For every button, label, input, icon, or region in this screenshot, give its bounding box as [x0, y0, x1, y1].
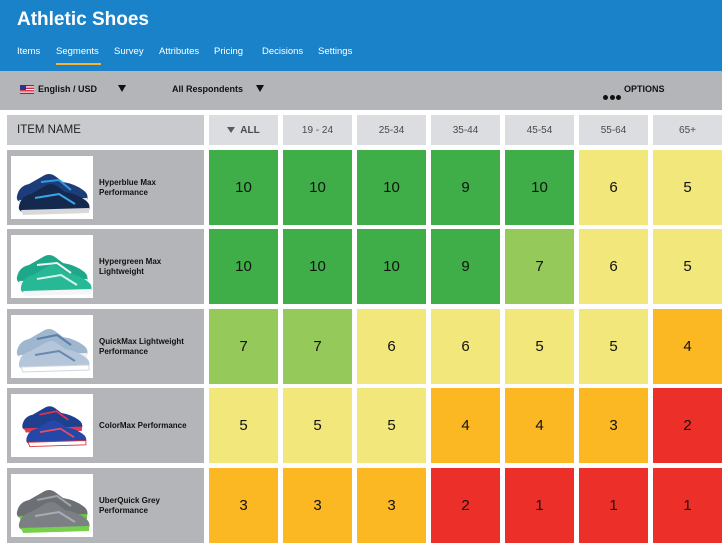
score-cell: 5 — [505, 309, 574, 384]
sort-down-icon — [227, 127, 236, 133]
item-name-label: UberQuick Grey Performance — [99, 495, 160, 515]
score-cell: 6 — [579, 150, 648, 225]
column-header-all[interactable]: ALL — [209, 115, 278, 145]
column-header-label: 35-44 — [452, 124, 479, 136]
column-header-label: 25-34 — [378, 124, 405, 136]
item-name-label: ColorMax Performance — [99, 420, 187, 430]
respondents-chevron-down-icon[interactable] — [256, 85, 264, 92]
score-cell: 9 — [431, 229, 500, 304]
score-cell: 4 — [431, 388, 500, 463]
score-cell: 1 — [653, 468, 722, 543]
score-cell: 3 — [579, 388, 648, 463]
nav-tab-items[interactable]: Items — [17, 46, 41, 57]
score-cell: 7 — [505, 229, 574, 304]
nav-tab-segments[interactable]: Segments — [56, 46, 101, 65]
score-cell: 10 — [357, 150, 426, 225]
score-cell: 5 — [357, 388, 426, 463]
app-title: Athletic Shoes — [17, 9, 149, 30]
score-cell: 6 — [579, 229, 648, 304]
shoe-thumbnail — [11, 156, 93, 219]
app-header: Athletic Shoes Items Segments Survey Att… — [0, 0, 722, 71]
score-cell: 3 — [283, 468, 352, 543]
score-cell: 10 — [283, 229, 352, 304]
score-cell: 7 — [209, 309, 278, 384]
column-header-65-plus[interactable]: 65+ — [653, 115, 722, 145]
score-cell: 6 — [357, 309, 426, 384]
language-chevron-down-icon[interactable] — [118, 85, 126, 92]
score-cell: 6 — [431, 309, 500, 384]
table-row[interactable]: QuickMax Lightweight Performance — [7, 309, 204, 384]
score-cell: 3 — [209, 468, 278, 543]
score-cell: 1 — [579, 468, 648, 543]
column-header-45-54[interactable]: 45-54 — [505, 115, 574, 145]
options-dots-icon[interactable] — [603, 87, 623, 105]
options-button[interactable]: OPTIONS — [624, 84, 665, 94]
shoe-thumbnail — [11, 394, 93, 457]
score-cell: 10 — [209, 150, 278, 225]
nav-tab-settings[interactable]: Settings — [318, 46, 353, 57]
column-header-label: 65+ — [679, 124, 696, 136]
table-row[interactable]: Hypergreen Max Lightweight — [7, 229, 204, 304]
table-row[interactable]: Hyperblue Max Performance — [7, 150, 204, 225]
shoe-thumbnail — [11, 474, 93, 537]
column-header-19-24[interactable]: 19 - 24 — [283, 115, 352, 145]
score-cell: 4 — [653, 309, 722, 384]
score-cell: 3 — [357, 468, 426, 543]
score-cell: 5 — [209, 388, 278, 463]
nav-tab-survey[interactable]: Survey — [114, 46, 144, 57]
item-name-header: ITEM NAME — [7, 115, 204, 145]
table-row[interactable]: ColorMax Performance — [7, 388, 204, 463]
score-cell: 9 — [431, 150, 500, 225]
score-cell: 10 — [357, 229, 426, 304]
score-cell: 2 — [653, 388, 722, 463]
score-cell: 4 — [505, 388, 574, 463]
score-cell: 2 — [431, 468, 500, 543]
column-header-55-64[interactable]: 55-64 — [579, 115, 648, 145]
column-header-25-34[interactable]: 25-34 — [357, 115, 426, 145]
score-cell: 5 — [283, 388, 352, 463]
nav-tab-decisions[interactable]: Decisions — [262, 46, 304, 57]
column-header-label: ALL — [240, 124, 260, 136]
score-cell: 5 — [579, 309, 648, 384]
item-name-label: QuickMax Lightweight Performance — [99, 336, 184, 356]
nav-tab-pricing[interactable]: Pricing — [214, 46, 244, 57]
respondents-selector[interactable]: All Respondents — [172, 84, 244, 94]
item-name-header-label: ITEM NAME — [17, 124, 81, 136]
column-header-label: 55-64 — [600, 124, 627, 136]
toolbar: English / USD All Respondents OPTIONS — [0, 71, 722, 110]
item-name-label: Hypergreen Max Lightweight — [99, 256, 162, 276]
language-selector[interactable]: English / USD — [38, 84, 98, 94]
score-cell: 1 — [505, 468, 574, 543]
score-cell: 5 — [653, 229, 722, 304]
score-cell: 10 — [283, 150, 352, 225]
column-header-label: 45-54 — [526, 124, 553, 136]
column-header-label: 19 - 24 — [301, 124, 334, 136]
table-row[interactable]: UberQuick Grey Performance — [7, 468, 204, 543]
item-name-label: Hyperblue Max Performance — [99, 177, 156, 197]
score-cell: 7 — [283, 309, 352, 384]
score-cell: 10 — [505, 150, 574, 225]
column-header-35-44[interactable]: 35-44 — [431, 115, 500, 145]
us-flag-icon — [20, 85, 34, 94]
shoe-thumbnail — [11, 235, 93, 298]
score-cell: 10 — [209, 229, 278, 304]
shoe-thumbnail — [11, 315, 93, 378]
score-cell: 5 — [653, 150, 722, 225]
nav-tab-attributes[interactable]: Attributes — [159, 46, 200, 57]
